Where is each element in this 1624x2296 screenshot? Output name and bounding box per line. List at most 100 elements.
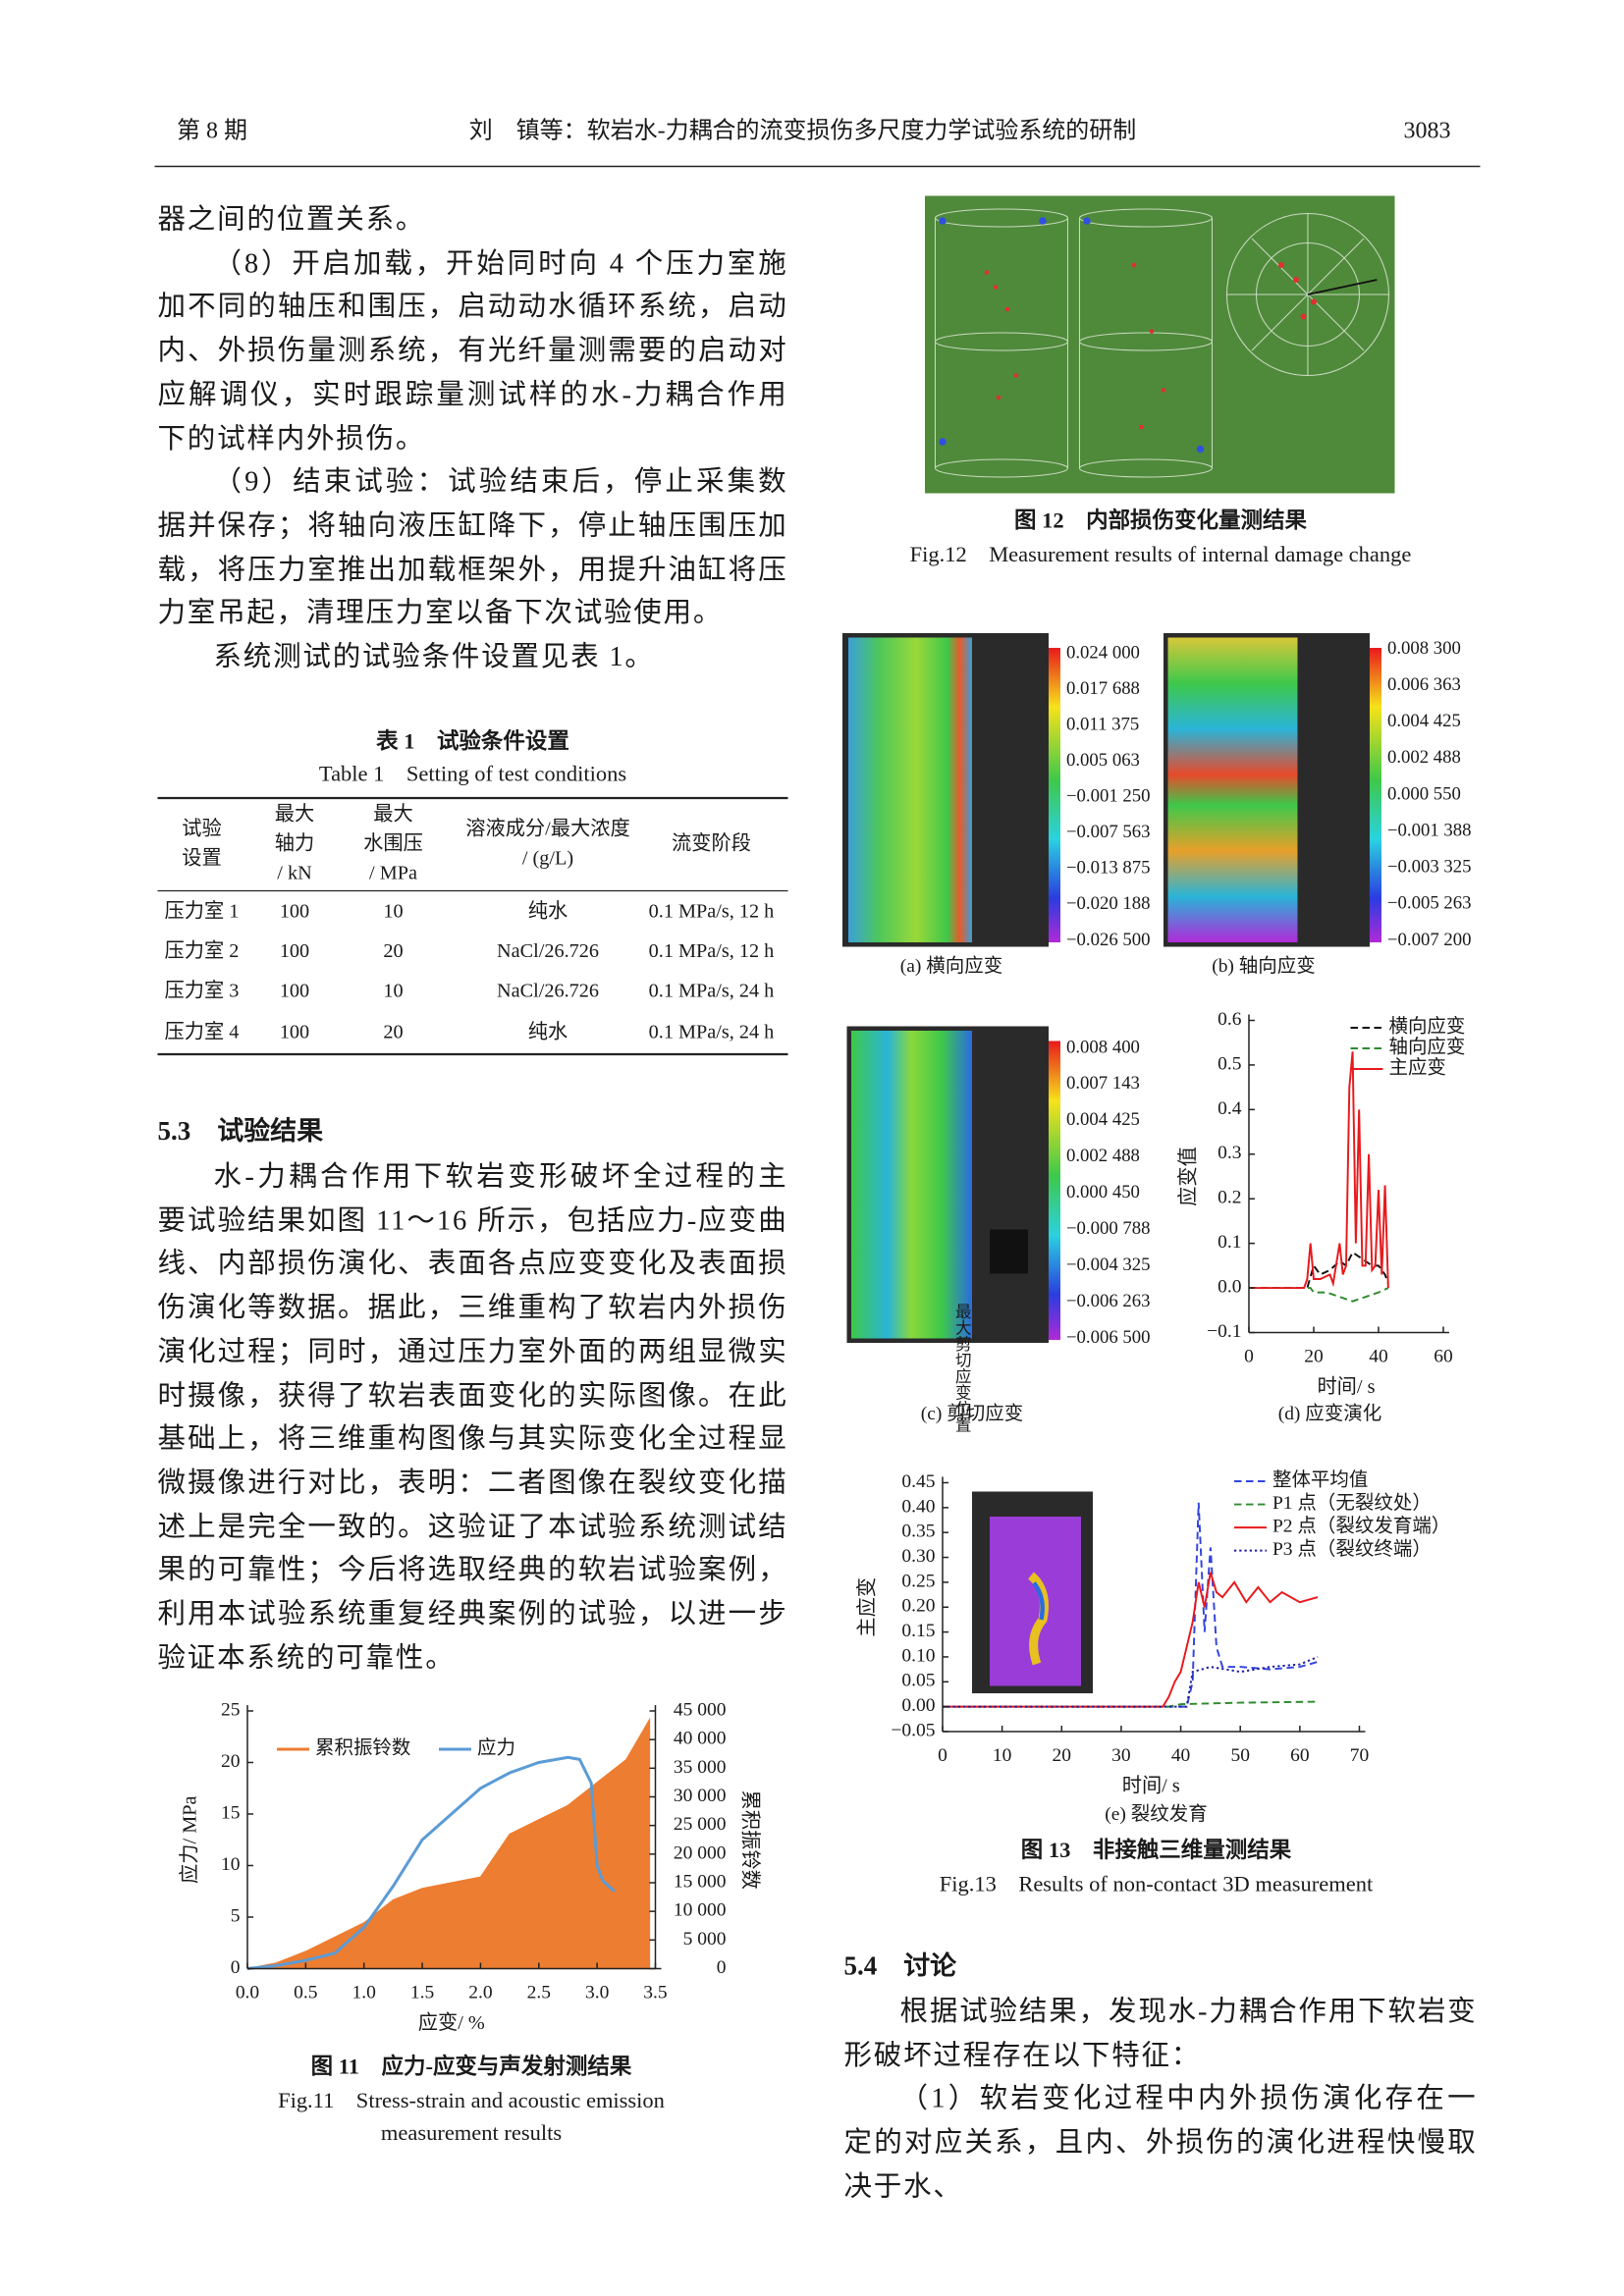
colorbar-label: 0.002 488 (1387, 747, 1461, 768)
x-tick-label: 2.0 (468, 1982, 492, 2002)
y-axis-label: 应力/ MPa (179, 1796, 201, 1884)
panel-caption: (e) 裂纹发育 (1105, 1803, 1207, 1825)
y2-tick-label: 45 000 (674, 1699, 727, 1720)
colorbar-label: −0.013 875 (1066, 858, 1151, 879)
x-tick-label: 1.0 (352, 1982, 376, 2002)
table-header-cell: 水围压 (363, 832, 423, 855)
legend-label: 主应变 (1388, 1056, 1445, 1078)
y2-tick-label: 40 000 (674, 1729, 727, 1749)
y-tick-label: 0.40 (901, 1496, 935, 1517)
table-cell: 压力室 4 (165, 1021, 240, 1043)
paragraph: 系统测试的试验条件设置见表 1。 (213, 642, 655, 673)
y-tick-label: 0.25 (901, 1571, 935, 1591)
y-tick-label: 0.2 (1218, 1188, 1241, 1208)
x-axis-label: 时间/ s (1317, 1375, 1375, 1398)
y-tick-label: 0.20 (901, 1596, 935, 1617)
y2-tick-label: 20 000 (674, 1842, 727, 1863)
colorbar-label: −0.003 325 (1387, 857, 1472, 878)
y-tick-label: 0.5 (1218, 1053, 1241, 1074)
table-cell: 10 (383, 901, 403, 923)
x-axis-label: 应变/ % (418, 2011, 485, 2034)
x-tick-label: 40 (1171, 1745, 1190, 1766)
colorbar-label: −0.004 325 (1066, 1255, 1151, 1275)
table-cell: 0.1 MPa/s, 24 h (649, 1022, 775, 1043)
table-cell: 100 (280, 1022, 309, 1043)
y-tick-label: 0 (231, 1957, 241, 1978)
line (942, 1502, 1319, 1708)
y-tick-label: 0.0 (1218, 1277, 1241, 1298)
x-tick-label: 20 (1304, 1346, 1323, 1366)
y-tick-label: −0.1 (1207, 1321, 1241, 1342)
y-tick-label: 20 (221, 1751, 240, 1772)
table-header-cell: 试验 (182, 818, 221, 840)
line (942, 1700, 1319, 1708)
y-tick-label: 0.3 (1218, 1143, 1241, 1163)
chart: 0 5 10 15 20 25 0.0 0.5 1.0 1.5 2.0 2.5 3.0 3.5 0 5 000… (179, 1699, 762, 2034)
table-cell: 20 (383, 1022, 403, 1043)
x-tick-label: 1.5 (410, 1982, 434, 2002)
y2-axis-label: 累积振铃数 (738, 1790, 761, 1890)
x-tick-label: 2.5 (527, 1982, 551, 2002)
legend-label: P1 点（无裂纹处） (1272, 1492, 1432, 1514)
table-title-en: Table 1 Setting of test conditions (319, 762, 626, 786)
x-tick-label: 20 (1053, 1745, 1071, 1766)
line (246, 1755, 616, 1970)
fig13c-overlay: 最大剪切应变位置 (952, 1303, 971, 1432)
section-heading: 5.4 讨论 (843, 1951, 957, 1981)
table-cell: 压力室 3 (165, 980, 240, 1002)
x-tick-label: 0 (1244, 1346, 1254, 1366)
y2-tick-label: 35 000 (674, 1757, 727, 1778)
table-header-cell: 流变阶段 (672, 832, 751, 855)
fig11-caption-en: measurement results (381, 2120, 562, 2145)
panel-caption: (d) 应变演化 (1278, 1403, 1382, 1424)
y-tick-label: −0.05 (891, 1720, 935, 1740)
y-tick-label: 15 (221, 1802, 240, 1823)
y-tick-label: 25 (221, 1699, 240, 1720)
colorbar-label: 0.008 400 (1066, 1037, 1140, 1057)
x-tick-label: 0.0 (236, 1982, 259, 2002)
colorbar-label: 0.005 063 (1066, 750, 1140, 771)
panel-caption: (a) 横向应变 (900, 955, 1002, 977)
colorbar-label: −0.005 263 (1387, 893, 1472, 914)
y-tick-label: 0.4 (1218, 1098, 1242, 1119)
y-tick-label: 0.00 (901, 1695, 935, 1716)
x-tick-label: 60 (1434, 1346, 1452, 1366)
paragraph: （1）软岩变化过程中内外损伤演化存在一定的对应关系，且内、外损伤的演化进程快慢取… (843, 2084, 1478, 2203)
left-column-text: 器之间的位置关系。 （8）开启加载，开始同时向 4 个压力室施加不同的轴压和围压… (158, 199, 788, 680)
table-cell: 20 (383, 940, 403, 962)
fig13a-image (841, 633, 1060, 947)
legend-label: 轴向应变 (1388, 1036, 1465, 1057)
panel-caption: (c) 剪切应变 (921, 1403, 1023, 1424)
x-tick-label: 0 (938, 1745, 947, 1766)
y-tick-label: 5 (231, 1905, 241, 1926)
x-tick-label: 40 (1369, 1346, 1387, 1366)
y-tick-label: 0.15 (901, 1621, 935, 1641)
y-tick-label: 0.6 (1218, 1009, 1242, 1030)
x-tick-label: 70 (1350, 1745, 1369, 1766)
legend-label: P3 点（裂纹终端） (1272, 1538, 1432, 1560)
header-page: 3083 (1404, 119, 1451, 144)
right-column-text: 根据试验结果，发现水-力耦合作用下软岩变形破坏过程存在以下特征： （1）软岩变化… (844, 1991, 1478, 2210)
x-tick-label: 10 (993, 1745, 1011, 1766)
x-tick-label: 60 (1290, 1745, 1309, 1766)
fig11-caption-en: Fig.11 Stress-strain and acoustic emissi… (278, 2088, 665, 2112)
paragraph: （9）结束试验：试验结束后，停止采集数据并保存；将轴向液压缸降下，停止轴压围压加… (157, 466, 788, 629)
header-title: 刘 镇等：软岩水-力耦合的流变损伤多尺度力学试验系统的研制 (469, 118, 1137, 144)
colorbar-label: −0.006 500 (1066, 1327, 1151, 1348)
colorbar-label: 0.024 000 (1066, 642, 1140, 663)
y2-tick-label: 5 000 (683, 1929, 727, 1949)
x-tick-label: 30 (1111, 1745, 1130, 1766)
table-cell: 10 (383, 981, 403, 1002)
line (942, 1656, 1319, 1708)
table-cell: 纯水 (528, 900, 568, 923)
x-tick-label: 50 (1230, 1745, 1249, 1766)
table-cell: 0.1 MPa/s, 24 h (649, 981, 775, 1002)
section-heading: 5.3 试验结果 (157, 1115, 323, 1146)
table-cell: 0.1 MPa/s, 12 h (649, 901, 775, 923)
colorbar-label: 0.008 300 (1387, 638, 1461, 659)
legend-label: 横向应变 (1388, 1015, 1465, 1037)
x-axis-label: 时间/ s (1122, 1775, 1180, 1797)
table-cell: 100 (280, 981, 309, 1002)
fig13-caption: 图 13 非接触三维量测结果 (1021, 1837, 1292, 1862)
